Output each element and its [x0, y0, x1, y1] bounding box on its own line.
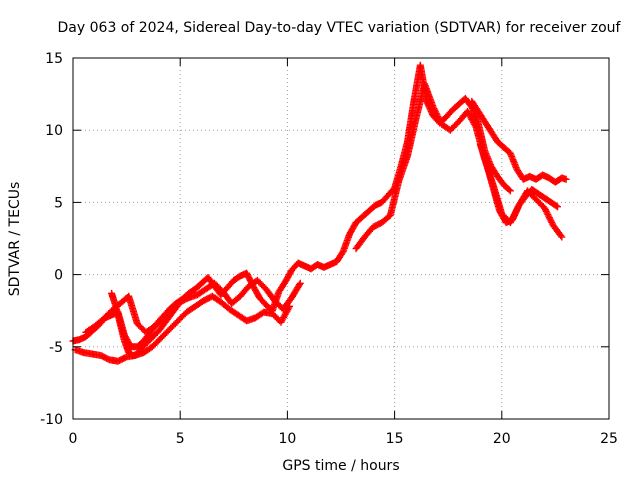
data-point [505, 186, 513, 194]
data-point [543, 209, 551, 217]
series-track-b [71, 292, 294, 365]
data-point [435, 116, 443, 124]
x-tick-label: 25 [600, 431, 618, 447]
y-axis-label: SDTVAR / TECUs [7, 182, 23, 297]
data-point [471, 122, 479, 130]
x-tick-label: 15 [386, 431, 404, 447]
data-point [547, 217, 555, 225]
data-point [548, 218, 556, 226]
data-point [541, 204, 549, 212]
data-point [296, 279, 304, 287]
data-point [542, 207, 550, 215]
data-point [546, 215, 554, 223]
x-tick-label: 0 [69, 431, 78, 447]
y-tick-label: 15 [45, 51, 63, 67]
x-tick-label: 5 [176, 431, 185, 447]
series-track-f [468, 97, 570, 186]
data-point [541, 206, 549, 214]
data-point [433, 111, 441, 119]
grid [73, 58, 609, 419]
data-point [545, 214, 553, 222]
data-point [429, 103, 437, 111]
plot-frame [72, 57, 610, 420]
data-point [431, 106, 439, 114]
data-point [179, 295, 187, 303]
y-tick-label: 5 [54, 195, 63, 211]
series-track-g [476, 141, 562, 227]
x-tick-label: 10 [278, 431, 296, 447]
data-point [180, 294, 188, 302]
chart-title: Day 063 of 2024, Sidereal Day-to-day VTE… [58, 20, 622, 36]
data-point [552, 202, 560, 210]
series-track-d [108, 289, 188, 359]
data-point [557, 232, 565, 240]
x-tick-label: 20 [493, 431, 511, 447]
y-tick-label: -5 [49, 340, 63, 356]
data-point [434, 113, 442, 121]
data-point [435, 114, 443, 122]
y-tick-label: -10 [40, 412, 63, 428]
data-point [295, 281, 303, 289]
data-point [544, 210, 552, 218]
data-point [432, 108, 440, 116]
data-point [430, 105, 438, 113]
axis-ticks: 0 5 10 15 20 25 -10 -5 0 5 10 15 [40, 51, 618, 447]
data-point [545, 212, 553, 220]
x-axis-label: GPS time / hours [282, 458, 399, 474]
y-tick-label: 10 [45, 123, 63, 139]
data-point [558, 233, 566, 241]
data-point [506, 187, 514, 195]
data-point [432, 109, 440, 117]
data-point [562, 175, 570, 183]
y-tick-label: 0 [54, 268, 63, 284]
data-point [554, 203, 562, 211]
data-point [436, 117, 444, 125]
data-points [69, 61, 570, 365]
